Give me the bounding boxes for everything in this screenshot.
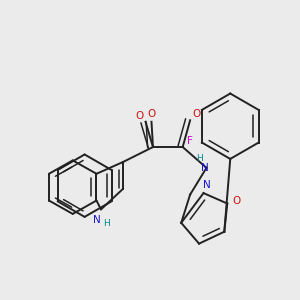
Text: N: N [201,163,209,173]
Text: H: H [103,219,110,228]
Text: F: F [187,136,193,146]
Text: O: O [136,111,144,121]
Text: O: O [192,109,200,119]
Text: O: O [233,196,241,206]
Text: N: N [203,180,211,190]
Text: O: O [147,109,156,119]
Text: N: N [93,215,101,225]
Text: H: H [196,154,203,164]
